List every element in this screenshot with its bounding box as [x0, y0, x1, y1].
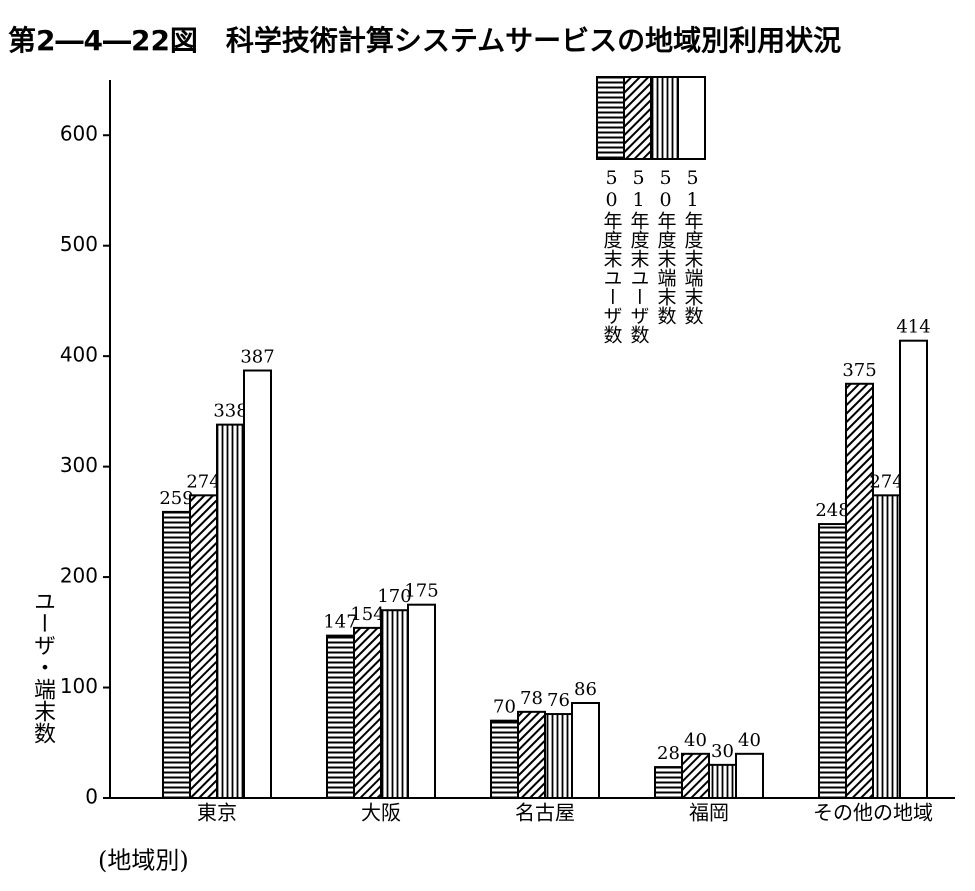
value-label: 86	[574, 679, 597, 700]
y-tick-label: 500	[60, 232, 98, 256]
bar	[872, 494, 901, 799]
value-label: 40	[738, 730, 761, 751]
value-label: 40	[684, 730, 707, 751]
y-tick-label: 600	[60, 122, 98, 146]
x-tick-label: 名古屋	[515, 801, 575, 825]
value-label: 274	[869, 471, 903, 492]
bar	[380, 609, 409, 800]
bar	[517, 710, 546, 800]
y-tick-label: 200	[60, 564, 98, 588]
bar	[735, 752, 764, 799]
value-label: 338	[213, 401, 247, 422]
bar	[899, 339, 928, 799]
bar	[216, 423, 245, 799]
bar	[490, 719, 519, 800]
y-tick-label: 0	[85, 785, 98, 809]
value-label: 274	[186, 471, 220, 492]
bar	[326, 634, 355, 799]
legend-swatch	[596, 76, 625, 160]
legend-swatch	[650, 76, 679, 160]
chart-title: 第2―4―22図 科学技術計算システムサービスの地域別利用状況	[8, 24, 841, 57]
value-label: 147	[323, 612, 357, 633]
x-tick-label: 東京	[197, 801, 237, 825]
legend-swatch	[677, 76, 706, 160]
bar	[407, 603, 436, 800]
bar	[571, 702, 600, 799]
x-axis-label: (地域別)	[98, 847, 189, 875]
value-label: 387	[240, 347, 274, 368]
legend-label: 51年度末端末数	[682, 167, 704, 325]
bar	[708, 763, 737, 799]
value-label: 76	[547, 690, 570, 711]
value-label: 28	[657, 743, 680, 764]
value-label: 78	[520, 688, 543, 709]
x-tick-label: 福岡	[689, 801, 729, 825]
value-label: 154	[350, 604, 384, 625]
bar	[353, 626, 382, 799]
legend-label: 51年度末ユーザ数	[628, 167, 650, 344]
bar	[189, 494, 218, 799]
legend-label: 50年度末ユーザ数	[601, 167, 623, 344]
value-label: 259	[159, 488, 193, 509]
value-label: 30	[711, 741, 734, 762]
y-tick-label: 400	[60, 343, 98, 367]
y-tick-label: 300	[60, 453, 98, 477]
value-label: 175	[404, 581, 438, 602]
value-label: 248	[815, 500, 849, 521]
bar	[243, 369, 272, 799]
bar	[162, 510, 191, 799]
bar	[681, 752, 710, 799]
y-tick-label: 100	[60, 674, 98, 698]
bar	[818, 523, 847, 799]
x-tick-label: その他の地域	[813, 801, 933, 825]
bar	[544, 713, 573, 800]
value-label: 70	[493, 697, 516, 718]
bar	[654, 766, 683, 799]
y-axis-label: ユーザ・端末数	[30, 590, 56, 744]
bar	[845, 382, 874, 799]
legend-swatch	[623, 76, 652, 160]
legend-label: 50年度末端末数	[655, 167, 677, 325]
x-tick-label: 大阪	[361, 801, 401, 825]
value-label: 170	[377, 586, 411, 607]
value-label: 414	[896, 317, 930, 338]
value-label: 375	[842, 360, 876, 381]
